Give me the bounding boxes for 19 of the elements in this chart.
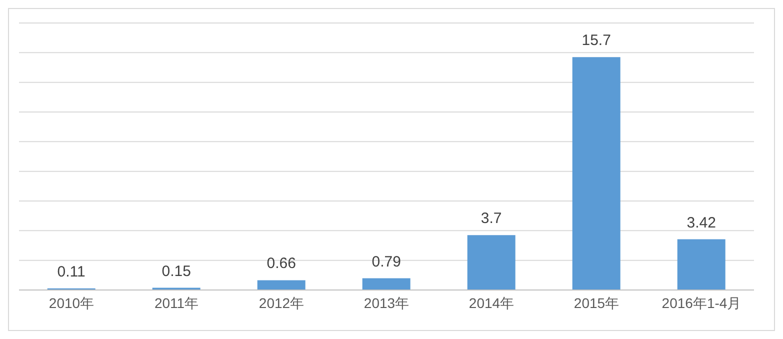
x-tick-label: 2010年: [48, 294, 94, 311]
bar: [362, 278, 410, 290]
data-label: 0.66: [266, 255, 296, 272]
data-label: 15.7: [582, 32, 611, 50]
data-label: 0.15: [162, 262, 191, 280]
x-tick-label: 2015年: [574, 294, 620, 311]
bar: [677, 239, 726, 290]
x-tick-label: 2016年1-4月: [662, 294, 742, 311]
bar: [572, 57, 620, 290]
data-label: 0.79: [372, 253, 401, 270]
x-tick-label: 2011年: [154, 294, 199, 311]
bar: [467, 235, 516, 290]
data-label: 0.11: [57, 263, 86, 280]
data-label: 3.42: [686, 214, 716, 232]
x-tick-label: 2013年: [364, 294, 410, 311]
bar: [257, 280, 306, 290]
x-tick-label: 2014年: [468, 294, 514, 311]
data-label: 3.7: [480, 210, 502, 228]
x-tick-label: 2012年: [258, 294, 304, 311]
